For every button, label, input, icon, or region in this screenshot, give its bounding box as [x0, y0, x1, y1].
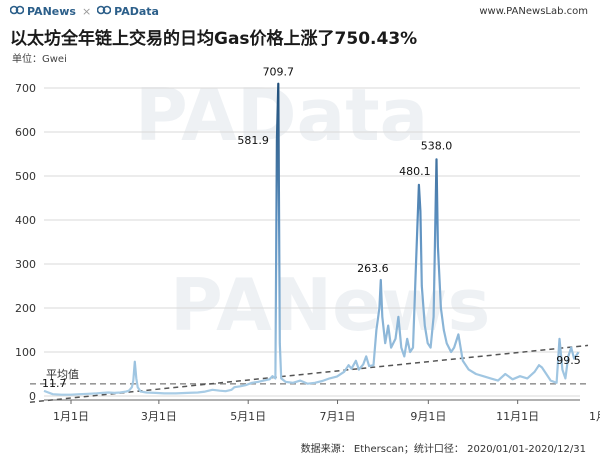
x-tick-label: 5月1日	[230, 410, 266, 423]
brand-panews: PANews	[27, 5, 76, 18]
watermark-padata: PAData	[135, 73, 428, 157]
data-label: 538.0	[421, 139, 453, 152]
panews-logo-icon	[9, 5, 25, 18]
grid-lines	[44, 87, 580, 401]
x-tick-label: 3月1日	[141, 410, 177, 423]
x-tick-label: 1月1日	[589, 410, 600, 423]
y-tick-label: 400	[15, 214, 36, 227]
y-tick-label: 200	[15, 302, 36, 315]
chart-canvas: PAData PANews 0 100 200 300 400 500 600 700 1月1…	[15, 66, 600, 423]
site-url: www.PANewsLab.com	[479, 6, 588, 17]
x-tick-label: 1月1日	[53, 410, 89, 423]
data-label: 11.7	[42, 377, 67, 390]
y-tick-label: 300	[15, 258, 36, 271]
data-label: 480.1	[399, 165, 431, 178]
data-source-note: 数据来源： Etherscan；统计口径： 2020/01/01-2020/12…	[300, 444, 586, 455]
padata-logo-icon	[96, 5, 112, 18]
x-tick-label: 7月1日	[320, 410, 356, 423]
data-labels: 11.7 581.9 709.7 263.6 480.1 538.0 99.5	[42, 66, 581, 390]
data-label: 99.5	[556, 354, 581, 367]
brand-logos: PANews × PAData	[9, 5, 159, 18]
x-axis-ticks: 1月1日 3月1日 5月1日 7月1日 9月1日 11月1日 1月1日	[53, 400, 600, 423]
y-tick-label: 500	[15, 170, 36, 183]
top-bar: PANews × PAData www.PANewsLab.com	[0, 0, 600, 24]
y-tick-label: 100	[15, 346, 36, 359]
average-label: 平均值	[46, 368, 79, 381]
data-label: 581.9	[237, 134, 269, 147]
y-tick-label: 700	[15, 82, 36, 95]
data-label: 263.6	[357, 262, 389, 275]
unit-label: 单位：Gwei	[12, 54, 67, 65]
series-line	[43, 82, 580, 396]
y-tick-label: 0	[29, 390, 36, 403]
x-tick-label: 11月1日	[496, 410, 539, 423]
chart-title: 以太坊全年链上交易的日均Gas价格上涨了750.43%	[10, 29, 418, 49]
data-label: 709.7	[263, 66, 295, 79]
watermark-panews: PANews	[170, 263, 490, 347]
y-axis-ticks: 0 100 200 300 400 500 600 700	[15, 82, 36, 403]
y-tick-label: 600	[15, 126, 36, 139]
x-tick-label: 9月1日	[410, 410, 446, 423]
brand-separator: ×	[81, 5, 92, 18]
gas-price-line	[43, 82, 580, 396]
brand-padata: PAData	[114, 5, 159, 18]
